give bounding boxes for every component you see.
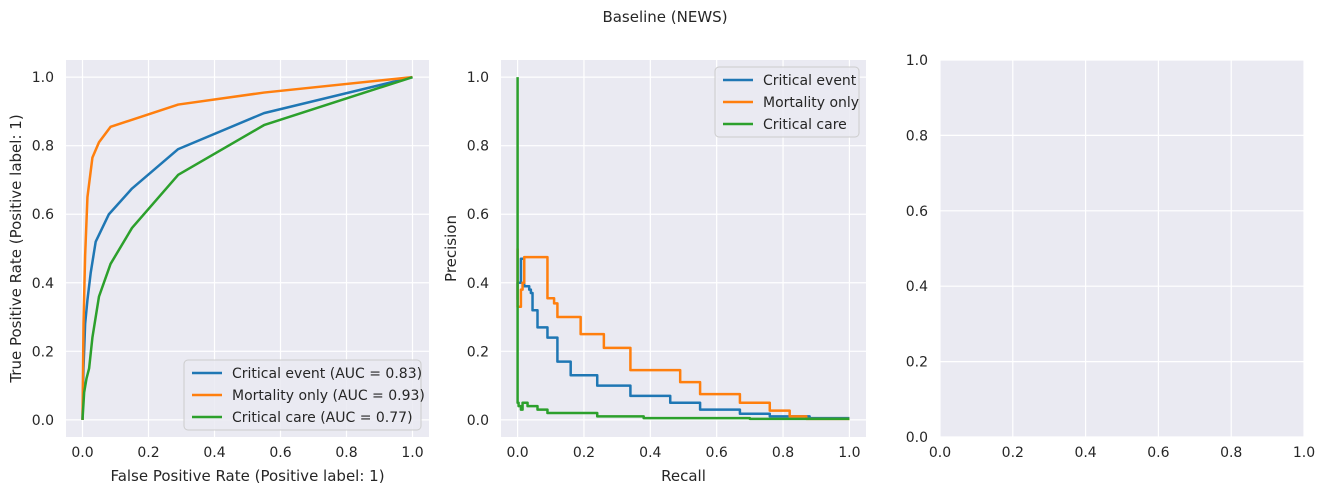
x-tick-label: 0.8 [772,445,794,461]
y-tick-label: 0.8 [467,139,489,155]
y-tick-label: 0.6 [467,207,489,223]
y-tick-label: 0.4 [467,276,489,292]
legend-entry: Mortality only (AUC = 0.93) [232,388,425,404]
x-axis-label: Recall [661,467,706,485]
y-tick-label: 0.2 [467,344,489,360]
y-tick-label: 0.4 [906,279,928,295]
y-tick-label: 0.6 [32,207,54,223]
x-tick-label: 0.6 [706,445,728,461]
legend: Critical event Mortality only Critical car… [714,66,860,138]
x-tick-label: 0.6 [1147,445,1169,461]
x-tick-label: 0.4 [1074,445,1096,461]
y-tick-label: 0.0 [906,430,928,446]
x-tick-label: 0.4 [203,445,225,461]
x-tick-label: 0.8 [335,445,357,461]
figure-title: Baseline (NEWS) [602,8,727,26]
y-tick-label: 1.0 [467,70,489,86]
y-tick-label: 0.6 [906,204,928,220]
series-line-2 [81,75,413,420]
series-line-1 [81,75,413,420]
y-axis-label: Precision [442,215,460,282]
legend-entry: Critical care (AUC = 0.77) [232,410,413,426]
y-tick-label: 0.4 [32,276,54,292]
x-axis-label: False Positive Rate (Positive label: 1) [110,467,384,485]
legend-entry: Critical event (AUC = 0.83) [232,366,422,382]
x-tick-label: 1.0 [838,445,860,461]
x-tick-label: 1.0 [1293,445,1315,461]
x-tick-label: 0.0 [929,445,951,461]
series-line-2 [516,77,850,421]
x-tick-label: 0.2 [573,445,595,461]
y-tick-label: 0.8 [906,128,928,144]
y-tick-label: 1.0 [906,53,928,69]
y-tick-label: 0.2 [32,344,54,360]
legend-box [714,66,860,138]
x-tick-label: 0.6 [269,445,291,461]
legend-entry: Mortality only [763,95,859,111]
x-tick-label: 0.8 [1220,445,1242,461]
x-tick-label: 0.0 [71,445,93,461]
x-tick-label: 0.2 [137,445,159,461]
y-tick-label: 0.2 [906,355,928,371]
legend: Critical event (AUC = 0.83) Mortality onl… [183,359,425,431]
y-tick-label: 0.8 [32,139,54,155]
series-line-1 [516,248,850,421]
legend-entry: Critical care [763,117,847,133]
x-tick-label: 0.4 [639,445,661,461]
y-tick-label: 0.0 [467,413,489,429]
legend-box [183,359,422,431]
plot-area [940,60,1304,437]
x-tick-label: 1.0 [401,445,423,461]
pr-chart: 0.0 0.2 0.4 0.6 0.8 1.0 0.0 0.2 0.4 0.6 0.8 1.0 Reca… [442,60,866,485]
series-line-0 [81,75,413,420]
x-tick-label: 0.0 [506,445,528,461]
legend-entry: Critical event [763,73,857,89]
empty-chart: 0.0 0.2 0.4 0.6 0.8 1.0 0.0 0.2 0.4 0.6 0.8 1.0 [906,53,1315,461]
y-axis-label: True Positive Rate (Positive label: 1) [7,114,25,383]
y-tick-label: 0.0 [32,413,54,429]
y-tick-label: 1.0 [32,70,54,86]
x-tick-label: 0.2 [1002,445,1024,461]
roc-chart: 0.0 0.2 0.4 0.6 0.8 1.0 0.0 0.2 0.4 0.6 0.8 1.0 Fals… [7,60,429,485]
